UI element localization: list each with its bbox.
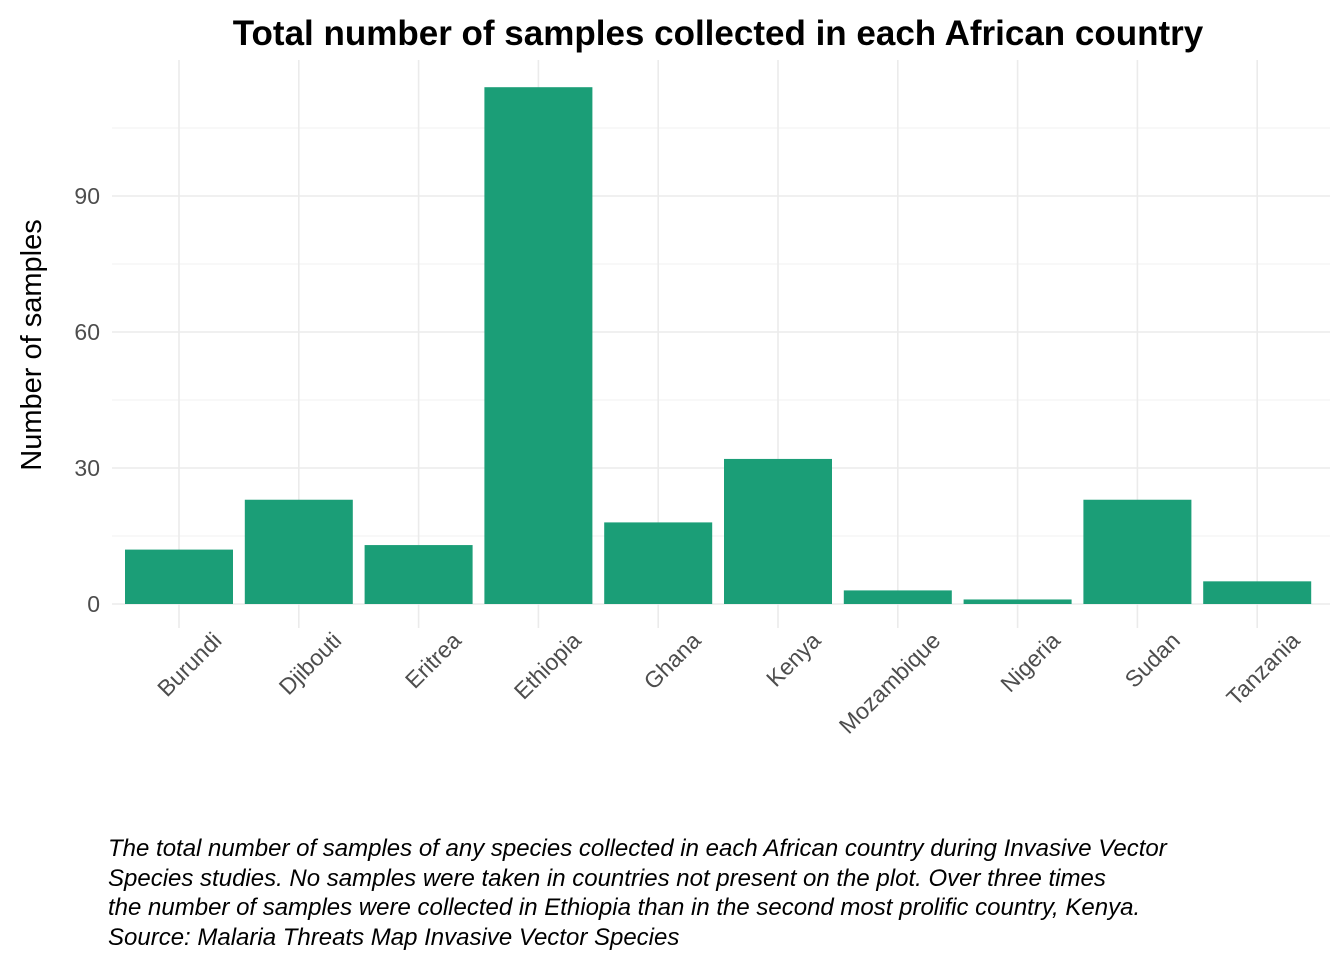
chart-title: Total number of samples collected in eac… — [233, 14, 1204, 53]
bar-djibouti — [244, 499, 353, 604]
bar-tanzania — [1203, 581, 1312, 604]
x-tick-label: Eritrea — [400, 627, 466, 693]
bar-burundi — [125, 549, 233, 604]
x-tick-label: Nigeria — [995, 627, 1065, 697]
bar-kenya — [724, 458, 832, 604]
bar-nigeria — [963, 599, 1072, 604]
y-tick-label: 0 — [87, 591, 100, 617]
x-tick-label: Ethiopia — [509, 627, 586, 704]
caption-line: Species studies. No samples were taken i… — [108, 864, 1106, 892]
y-tick-labels: 0 30 60 90 — [74, 183, 100, 617]
x-tick-label: Ghana — [639, 627, 706, 694]
x-tick-label: Djibouti — [274, 627, 347, 700]
y-tick-label: 30 — [74, 455, 100, 481]
bar-ghana — [604, 522, 713, 604]
caption: The total number of samples of any speci… — [108, 834, 1338, 952]
bar-ethiopia — [484, 87, 593, 604]
bar-sudan — [1083, 499, 1192, 604]
y-tick-label: 90 — [74, 183, 100, 209]
y-axis-label: Number of samples — [16, 219, 48, 470]
bar-eritrea — [364, 545, 473, 604]
caption-line: The total number of samples of any speci… — [108, 835, 1167, 862]
x-tick-label: Mozambique — [834, 627, 946, 739]
x-tick-label: Sudan — [1120, 627, 1185, 692]
bars — [125, 87, 1312, 604]
bar-mozambique — [843, 590, 952, 604]
x-tick-labels: Burundi Djibouti Eritrea Ethiopia Ghana Kenya… — [152, 627, 1305, 739]
caption-line: the number of samples were collected in … — [108, 894, 1141, 921]
x-tick-label: Kenya — [761, 627, 826, 692]
x-tick-label: Burundi — [152, 627, 226, 701]
y-tick-label: 60 — [74, 319, 100, 345]
x-tick-label: Tanzania — [1221, 627, 1305, 711]
caption-line: Source: Malaria Threats Map Invasive Vec… — [108, 923, 680, 951]
